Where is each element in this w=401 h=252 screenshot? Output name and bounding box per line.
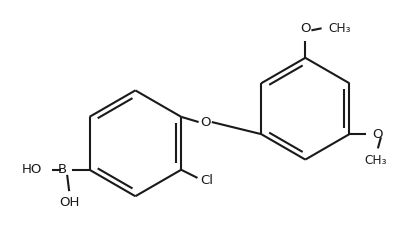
Text: O: O (371, 128, 381, 141)
Text: O: O (299, 22, 310, 36)
Text: HO: HO (21, 163, 42, 176)
Text: O: O (199, 115, 210, 129)
Text: B: B (58, 163, 67, 176)
Text: OH: OH (59, 196, 79, 209)
Text: CH₃: CH₃ (328, 22, 350, 35)
Text: Cl: Cl (200, 174, 213, 187)
Text: CH₃: CH₃ (364, 154, 386, 168)
